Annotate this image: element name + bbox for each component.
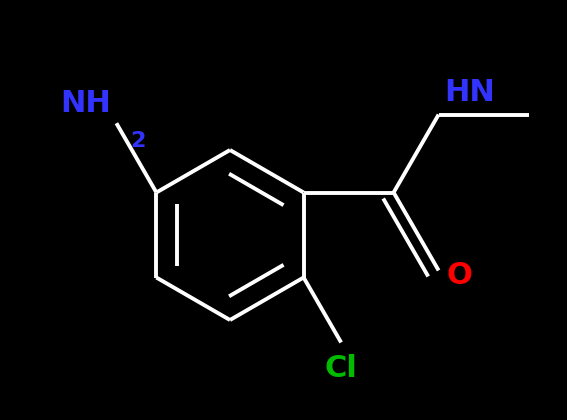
Text: O: O: [447, 261, 472, 290]
Text: Cl: Cl: [325, 354, 358, 383]
Text: NH: NH: [61, 89, 111, 118]
Text: 2: 2: [130, 131, 146, 151]
Text: HN: HN: [445, 78, 496, 107]
